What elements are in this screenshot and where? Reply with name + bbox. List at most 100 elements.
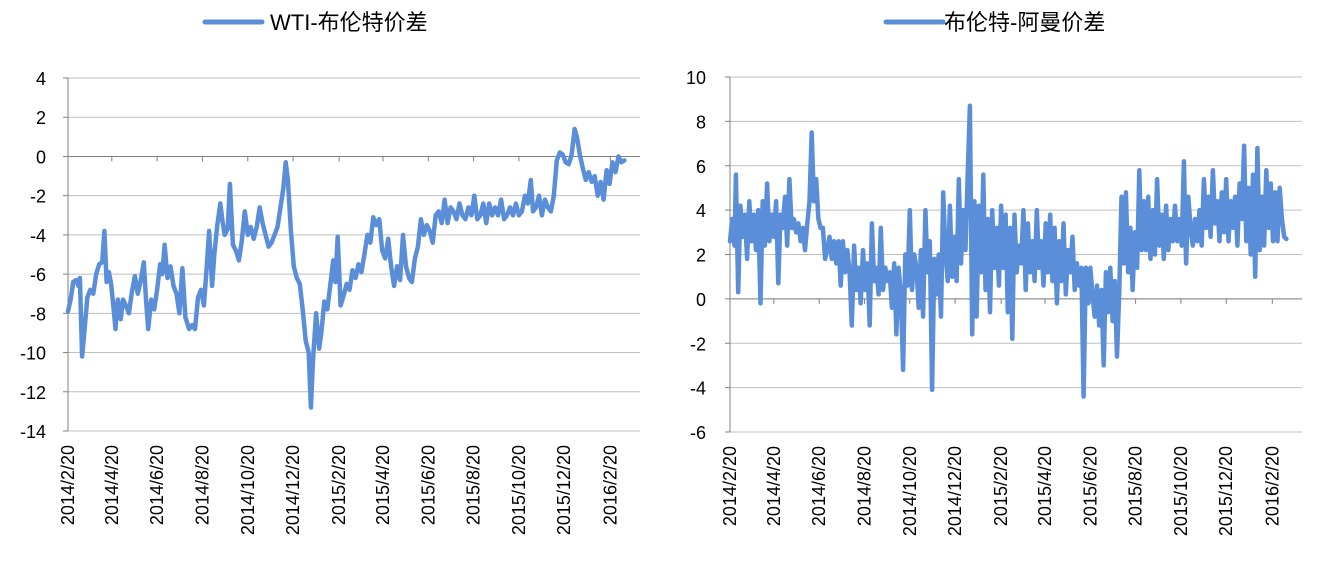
brent-oman-spread-chart: 布伦特-阿曼价差 10 8 6 4 2 0 -2 -4 -6 2014/2/20 2014/4/2… <box>686 10 1302 536</box>
series-wti-brent <box>65 126 627 410</box>
data-point <box>895 333 898 336</box>
data-point <box>924 209 927 211</box>
data-point <box>452 210 455 213</box>
data-point <box>128 312 130 315</box>
data-point <box>420 218 422 220</box>
data-point <box>982 173 985 176</box>
data-point <box>417 245 419 248</box>
data-point <box>163 243 166 246</box>
data-point <box>318 347 320 350</box>
data-point <box>287 179 289 181</box>
data-point <box>978 204 980 207</box>
y-tick-label: 0 <box>696 290 706 310</box>
data-point <box>1134 231 1136 234</box>
data-point <box>411 281 413 283</box>
data-point <box>1145 249 1147 251</box>
data-point <box>279 206 282 209</box>
data-point <box>960 262 962 265</box>
data-point <box>1276 240 1279 242</box>
data-point <box>264 234 267 236</box>
data-point <box>1183 160 1185 163</box>
data-point <box>252 238 255 240</box>
data-point <box>614 171 617 173</box>
data-point <box>833 240 835 242</box>
data-point <box>1027 222 1029 225</box>
x-tick-label: 2015/12/20 <box>1216 446 1236 536</box>
data-point <box>226 228 229 230</box>
data-point <box>1071 236 1074 238</box>
data-point <box>117 298 119 301</box>
data-point <box>755 249 757 251</box>
data-point <box>381 249 384 252</box>
data-point <box>1120 196 1123 198</box>
data-point <box>290 230 292 232</box>
data-point <box>351 269 354 272</box>
data-point <box>1232 227 1234 229</box>
data-point <box>1000 204 1002 207</box>
data-point <box>72 281 74 283</box>
data-point <box>906 284 909 287</box>
data-point <box>1036 209 1038 211</box>
data-point <box>871 222 873 225</box>
data-point <box>1256 147 1259 149</box>
data-point <box>1194 218 1196 220</box>
data-point <box>788 178 791 180</box>
data-point <box>1100 289 1103 291</box>
data-point <box>1015 271 1018 274</box>
data-point <box>1180 244 1183 247</box>
data-point <box>150 298 152 301</box>
data-point <box>806 222 809 225</box>
data-point <box>175 292 178 295</box>
data-point <box>964 249 967 251</box>
data-point <box>402 234 404 236</box>
legend-label-brent-oman: 布伦特-阿曼价差 <box>944 10 1105 35</box>
data-point <box>951 275 953 278</box>
data-point <box>599 181 602 183</box>
data-point <box>503 218 505 220</box>
data-point <box>494 206 496 209</box>
y-tick-labels: 10 8 6 4 2 0 -2 -4 -6 <box>686 68 706 443</box>
y-tick-label: 0 <box>36 147 46 167</box>
data-point <box>553 194 555 197</box>
data-point <box>1069 271 1071 274</box>
data-point <box>156 289 158 291</box>
x-tick-label: 2014/6/20 <box>809 446 829 526</box>
data-point <box>70 296 72 299</box>
data-point <box>1098 324 1100 327</box>
data-point <box>880 227 882 229</box>
data-point <box>864 289 866 291</box>
data-point <box>1149 258 1152 260</box>
data-point <box>1049 213 1051 216</box>
data-point <box>933 258 936 260</box>
data-point <box>208 230 210 232</box>
data-point <box>1107 311 1109 314</box>
data-point <box>431 241 434 244</box>
data-point <box>888 271 891 274</box>
data-point <box>1158 244 1161 247</box>
data-point <box>1058 240 1060 242</box>
data-point <box>75 279 77 281</box>
y-tick-label: 4 <box>696 201 706 221</box>
data-point <box>873 280 875 282</box>
data-point <box>1011 338 1014 340</box>
data-point <box>1091 293 1094 296</box>
data-point <box>1009 227 1011 229</box>
data-point <box>1236 244 1239 247</box>
data-point <box>1102 364 1105 367</box>
data-point <box>396 265 398 268</box>
data-point <box>1013 213 1016 216</box>
data-point <box>515 202 517 205</box>
data-point <box>969 105 971 107</box>
y-tick-label: -4 <box>690 379 706 399</box>
data-point <box>110 283 112 285</box>
data-point <box>372 216 375 218</box>
data-point <box>893 262 895 265</box>
data-point <box>875 267 878 269</box>
data-point <box>446 222 449 224</box>
data-point <box>958 178 960 180</box>
data-point <box>556 159 558 162</box>
data-point <box>1278 187 1281 189</box>
legend: WTI-布伦特价差 <box>202 10 428 35</box>
data-point <box>479 214 482 217</box>
data-point <box>975 315 978 318</box>
